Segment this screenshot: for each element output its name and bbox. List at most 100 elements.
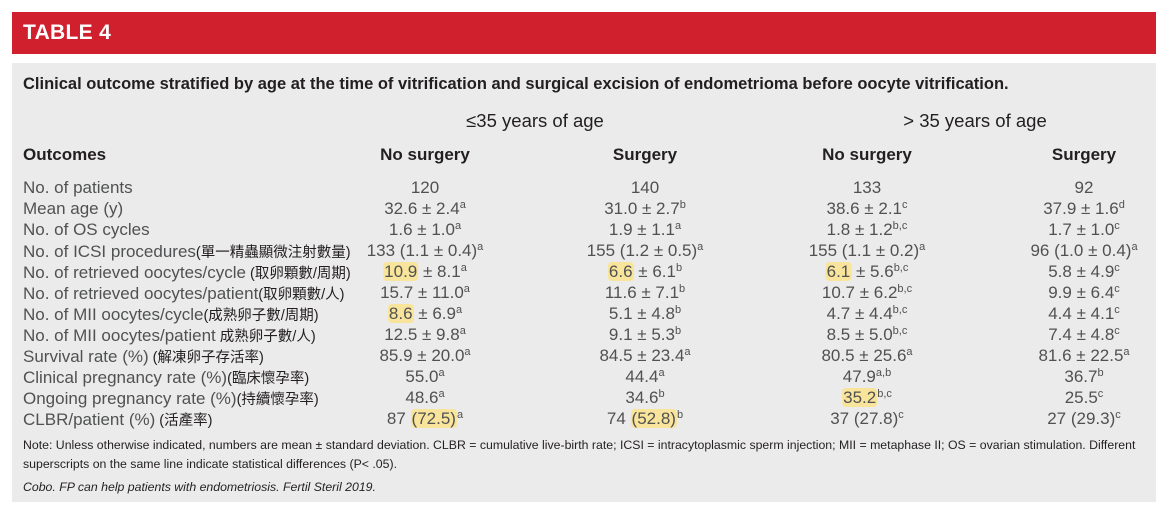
row-label: No. of MII oocytes/cycle(成熟卵子數/周期) bbox=[23, 304, 319, 325]
cell-value: 31.0 ± 2.7 bbox=[604, 199, 680, 218]
highlighted-value: 6.1 bbox=[825, 262, 852, 281]
table-cell: 11.6 ± 7.1b bbox=[605, 283, 685, 303]
column-header-surgery-old: Surgery bbox=[1051, 145, 1117, 164]
significance-superscript: a bbox=[454, 220, 462, 232]
significance-superscript: a bbox=[1131, 241, 1138, 253]
cell-value: 4.4 ± 4.1 bbox=[1048, 304, 1115, 323]
significance-superscript: b bbox=[674, 325, 682, 337]
table-row: Mean age (y) 32.6 ± 2.4a 31.0 ± 2.7b 38.6 ±… bbox=[0, 199, 1173, 220]
table-cell: 12.5 ± 9.8a bbox=[384, 325, 466, 345]
cell-value: 27 (29.3) bbox=[1047, 409, 1116, 428]
table-cell: 74 (52.8)b bbox=[607, 409, 683, 429]
table-note: Note: Unless otherwise indicated, number… bbox=[23, 438, 1136, 471]
group-header-old: > 35 years of age bbox=[903, 110, 1047, 131]
table-cell: 1.8 ± 1.2b,c bbox=[827, 220, 908, 240]
significance-superscript: b,c bbox=[892, 304, 908, 316]
highlighted-value: (52.8) bbox=[630, 409, 677, 428]
row-annotation: 成熟卵子數/人) bbox=[215, 329, 316, 345]
table-cell: 9.9 ± 6.4c bbox=[1048, 283, 1120, 303]
cell-value: 1.9 ± 1.1 bbox=[608, 220, 675, 239]
table-cell: 6.1 ± 5.6b,c bbox=[825, 262, 908, 282]
row-label-text: No. of MII oocytes/cycle bbox=[23, 305, 204, 324]
cell-value: 5.1 ± 4.8 bbox=[608, 304, 675, 323]
significance-superscript: c bbox=[1114, 262, 1120, 274]
significance-superscript: a bbox=[456, 409, 464, 421]
table-cell: 8.5 ± 5.0b,c bbox=[827, 325, 908, 345]
row-annotation: (取卵顆數/人) bbox=[258, 287, 345, 303]
cell-value: 34.6 bbox=[625, 388, 659, 407]
column-header-no-surgery-young: No surgery bbox=[380, 145, 470, 164]
significance-superscript: a,b bbox=[875, 367, 892, 379]
cell-value: 1.7 ± 1.0 bbox=[1048, 220, 1115, 239]
table-cell: 44.4a bbox=[625, 367, 664, 387]
table-cell: 84.5 ± 23.4a bbox=[599, 346, 690, 366]
row-label-text: No. of ICSI procedures bbox=[23, 242, 196, 261]
cell-value: 38.6 ± 2.1 bbox=[826, 199, 903, 218]
significance-superscript: a bbox=[455, 304, 463, 316]
significance-superscript: b bbox=[679, 199, 686, 211]
row-label-text: Clinical pregnancy rate (%) bbox=[23, 368, 228, 387]
cell-value: 84.5 ± 23.4 bbox=[599, 346, 685, 365]
significance-superscript: a bbox=[459, 325, 466, 337]
table-cell: 8.6 ± 6.9a bbox=[387, 304, 463, 324]
cell-value: ± 5.6 bbox=[851, 262, 894, 281]
cell-value: 32.6 ± 2.4 bbox=[384, 199, 460, 218]
row-label-text: No. of OS cycles bbox=[23, 220, 150, 239]
group-header-young: ≤35 years of age bbox=[466, 110, 604, 131]
significance-superscript: b,c bbox=[877, 388, 892, 400]
table-cell: 27 (29.3)c bbox=[1047, 409, 1121, 429]
table-row: No. of patients 120 140 133 92 bbox=[0, 178, 1173, 199]
significance-superscript: b,c bbox=[892, 325, 908, 337]
significance-superscript: a bbox=[697, 241, 704, 253]
table-cell: 96 (1.0 ± 0.4)a bbox=[1030, 241, 1137, 261]
table-cell: 10.7 ± 6.2b,c bbox=[822, 283, 912, 303]
row-annotation: (取卵顆數/周期) bbox=[245, 266, 351, 282]
significance-superscript: a bbox=[438, 388, 445, 400]
significance-superscript: c bbox=[1115, 409, 1121, 421]
cell-value: 1.8 ± 1.2 bbox=[826, 220, 893, 239]
row-label-text: No. of patients bbox=[23, 178, 133, 197]
column-header-outcomes: Outcomes bbox=[23, 145, 107, 164]
highlighted-value: 8.6 bbox=[387, 304, 414, 323]
cell-value: 25.5 bbox=[1064, 388, 1098, 407]
cell-value: 15.7 ± 11.0 bbox=[380, 283, 464, 302]
table-row: No. of ICSI procedures(單一精蟲顯微注射數量) 133 (1… bbox=[0, 241, 1173, 262]
table-cell: 92 bbox=[1075, 178, 1094, 198]
table-cell: 7.4 ± 4.8c bbox=[1048, 325, 1120, 345]
cell-value: 87 bbox=[386, 409, 411, 428]
table-cell: 5.1 ± 4.8b bbox=[609, 304, 681, 324]
significance-superscript: b,c bbox=[892, 220, 908, 232]
table-cell: 155 (1.2 ± 0.5)a bbox=[587, 241, 704, 261]
cell-value: 7.4 ± 4.8 bbox=[1048, 325, 1115, 344]
row-label: No. of patients bbox=[23, 178, 133, 198]
significance-superscript: a bbox=[463, 283, 470, 295]
column-header-no-surgery-old: No surgery bbox=[822, 145, 912, 164]
table-cell: 6.6 ± 6.1b bbox=[607, 262, 683, 282]
cell-value: 85.9 ± 20.0 bbox=[379, 346, 465, 365]
significance-superscript: b bbox=[676, 409, 684, 421]
table-row: No. of MII oocytes/cycle(成熟卵子數/周期) 8.6 ± … bbox=[0, 304, 1173, 325]
table-cell: 47.9a,b bbox=[843, 367, 891, 387]
cell-value: 9.1 ± 5.3 bbox=[608, 325, 675, 344]
significance-superscript: c bbox=[902, 199, 908, 211]
table-cell: 35.2b,c bbox=[842, 388, 892, 408]
highlighted-value: 10.9 bbox=[383, 262, 419, 281]
cell-value: 74 bbox=[606, 409, 631, 428]
cell-value: ± 8.1 bbox=[418, 262, 461, 281]
significance-superscript: a bbox=[459, 199, 466, 211]
row-label-text: No. of retrieved oocytes/patient bbox=[23, 284, 259, 303]
highlighted-value: 6.6 bbox=[607, 262, 634, 281]
table-cell: 25.5c bbox=[1065, 388, 1104, 408]
cell-value: 11.6 ± 7.1 bbox=[604, 283, 680, 302]
table-header-bar: TABLE 4 bbox=[12, 12, 1156, 54]
cell-value: 9.9 ± 6.4 bbox=[1048, 283, 1115, 302]
cell-value: 96 (1.0 ± 0.4) bbox=[1030, 241, 1132, 260]
row-annotation: (持續懷孕率) bbox=[236, 392, 319, 408]
significance-superscript: b bbox=[675, 262, 683, 274]
cell-value: 1.6 ± 1.0 bbox=[388, 220, 455, 239]
row-label: No. of retrieved oocytes/cycle (取卵顆數/周期) bbox=[23, 262, 351, 283]
significance-superscript: a bbox=[906, 346, 913, 358]
table-cell: 34.6b bbox=[625, 388, 664, 408]
cell-value: 5.8 ± 4.9 bbox=[1048, 262, 1115, 281]
table-row: No. of retrieved oocytes/cycle (取卵顆數/周期)… bbox=[0, 262, 1173, 283]
